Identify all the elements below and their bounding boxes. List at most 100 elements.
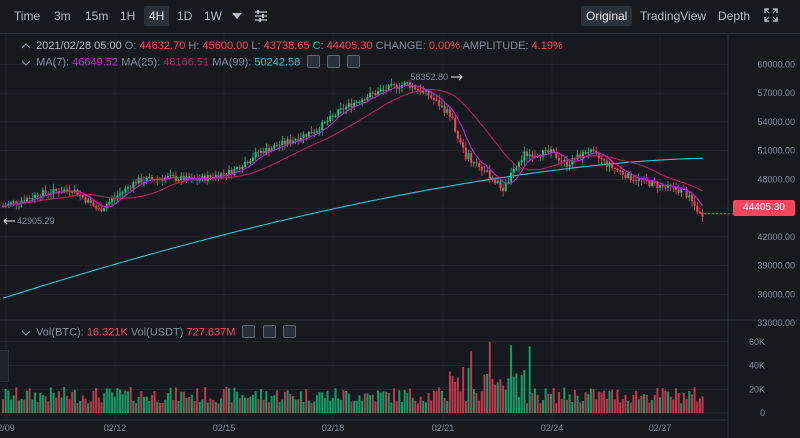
volume-bar — [310, 403, 313, 413]
candle-body — [291, 140, 294, 143]
chevron-down-icon[interactable] — [232, 13, 242, 20]
close-icon[interactable] — [347, 55, 361, 68]
candle-body — [20, 200, 23, 204]
eye-icon[interactable] — [242, 325, 256, 338]
candle-body — [408, 82, 411, 88]
candle-body — [185, 176, 188, 181]
interval-4h[interactable]: 4H — [144, 6, 170, 26]
view-original[interactable]: Original — [581, 6, 633, 26]
candle-body — [315, 131, 318, 133]
volume-bar — [132, 400, 135, 413]
interval-time[interactable]: Time — [14, 9, 41, 23]
volume-bar — [318, 391, 321, 413]
volume-bar — [544, 388, 547, 413]
candle-body — [470, 153, 473, 163]
volume-bar — [648, 402, 651, 413]
candle-body — [161, 179, 164, 181]
candle-body — [560, 160, 563, 162]
close-icon[interactable] — [282, 325, 296, 338]
volume-info: Vol(BTC): 16.321K Vol(USDT) 727.637M — [21, 325, 296, 339]
candle-body — [275, 145, 278, 147]
collapse-icon[interactable] — [21, 43, 31, 49]
candle-body — [451, 116, 454, 119]
interval-1w[interactable]: 1W — [204, 9, 222, 23]
candle-body — [374, 93, 377, 95]
candle-body — [257, 151, 260, 153]
interval-1d[interactable]: 1D — [177, 9, 193, 23]
volume-bar — [632, 394, 635, 413]
vol-btc-label: Vol(BTC): — [36, 326, 84, 339]
view-tradingview[interactable]: TradingView — [640, 9, 707, 23]
volume-bar — [406, 393, 409, 413]
interval-15m[interactable]: 15m — [85, 9, 109, 23]
volume-bar — [656, 388, 659, 413]
candle-body — [557, 158, 560, 161]
candle-body — [254, 151, 257, 158]
candle-body — [637, 178, 640, 182]
high-value: 45600.00 — [202, 40, 249, 52]
volume-bar — [305, 389, 308, 413]
volume-bar — [560, 399, 563, 413]
volume-bar — [270, 396, 273, 413]
volume-tick-label: 0 — [760, 408, 765, 418]
volume-bar — [589, 388, 592, 413]
eye-icon[interactable] — [307, 55, 321, 68]
collapse-icon[interactable] — [21, 60, 31, 66]
candle-body — [385, 89, 388, 91]
volume-bar — [637, 399, 640, 413]
volume-bar — [68, 399, 71, 413]
volume-bar — [238, 398, 241, 413]
low-label: L: — [251, 40, 261, 52]
collapse-icon[interactable] — [21, 330, 31, 336]
volume-bar — [150, 395, 153, 413]
candle-body — [262, 150, 265, 154]
candle-body — [406, 82, 409, 84]
candle-body — [403, 82, 406, 86]
candle-body — [523, 151, 526, 161]
price-tick-label: 51000.00 — [757, 146, 795, 156]
candle-body — [217, 174, 220, 179]
view-depth[interactable]: Depth — [718, 9, 751, 23]
interval-1h[interactable]: 1H — [120, 9, 136, 23]
candle-body — [28, 197, 31, 199]
candle-body — [81, 195, 84, 198]
candle-body — [563, 160, 566, 162]
volume-bar — [651, 400, 654, 413]
volume-bar — [315, 395, 318, 413]
candle-body — [541, 150, 544, 157]
candle-body — [33, 194, 36, 199]
candle-body — [414, 86, 417, 90]
candle-body — [294, 139, 297, 141]
price-tick-label: 36000.00 — [757, 289, 795, 299]
volume-bar — [640, 395, 643, 413]
candle-body — [459, 138, 462, 143]
volume-bar — [581, 400, 584, 413]
settings-icon[interactable] — [262, 325, 276, 338]
volume-bar — [7, 390, 10, 413]
volume-bar — [79, 401, 82, 413]
volume-bar — [321, 392, 324, 413]
interval-3m[interactable]: 3m — [54, 9, 71, 23]
candle-body — [55, 188, 58, 191]
candle-body — [135, 182, 137, 184]
candle-body — [568, 164, 571, 167]
volume-bar — [275, 390, 278, 413]
volume-bar — [510, 345, 513, 413]
candle-body — [419, 89, 422, 93]
settings-icon[interactable] — [327, 55, 341, 68]
volume-bar — [294, 399, 297, 413]
candle-body — [382, 89, 385, 91]
panel-handle[interactable] — [0, 350, 9, 382]
volume-bar — [148, 400, 151, 413]
volume-bar — [355, 400, 358, 413]
volume-bar — [230, 402, 233, 413]
settings-sliders-icon[interactable] — [254, 9, 268, 23]
candle-body — [345, 106, 348, 110]
volume-bar — [531, 392, 534, 413]
fullscreen-icon[interactable] — [764, 8, 778, 22]
volume-bar — [478, 400, 481, 413]
volume-bar — [81, 395, 84, 413]
candle-body — [544, 149, 547, 151]
volume-bar — [246, 398, 249, 413]
